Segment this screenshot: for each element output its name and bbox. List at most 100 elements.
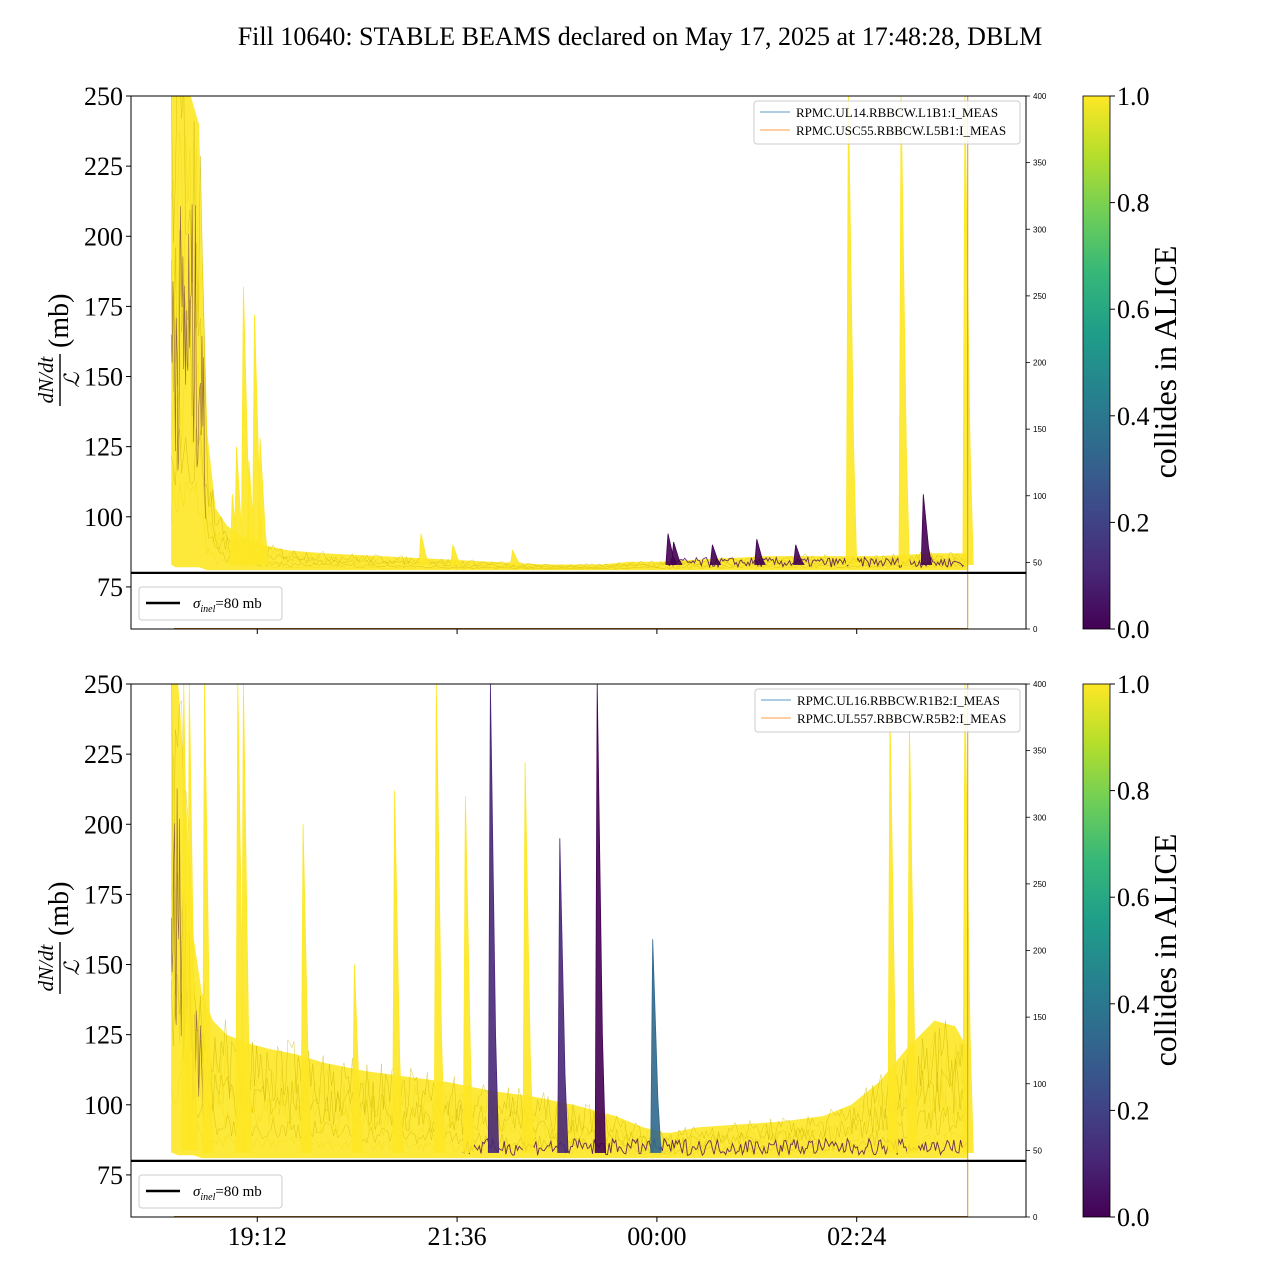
spike-mark bbox=[510, 549, 522, 565]
series-envelope-collides bbox=[171, 684, 968, 1159]
colorbar-tick-label: 0.4 bbox=[1117, 402, 1150, 431]
y-tick-label: 225 bbox=[84, 152, 123, 181]
colorbar-tick-label: 1.0 bbox=[1117, 82, 1150, 111]
series-trace-collides bbox=[170, 323, 967, 569]
ylabel-numerator: dN/dt bbox=[34, 944, 58, 992]
y2-tick-label: 50 bbox=[1033, 1146, 1042, 1155]
y2-tick-label: 350 bbox=[1033, 747, 1047, 756]
y-tick-label: 250 bbox=[84, 670, 123, 699]
y-tick-label: 100 bbox=[84, 503, 123, 532]
y-tick-label: 125 bbox=[84, 433, 123, 462]
panel-bottom: 75 100 125 150 175 200 225 250 0 50 100 150 200 250 3… bbox=[34, 670, 1183, 1251]
threshold-subscript: inel bbox=[200, 604, 215, 615]
series-trace-collides bbox=[170, 471, 967, 570]
x-tick-label: 02:24 bbox=[827, 1222, 886, 1251]
spike-mark bbox=[300, 824, 312, 1153]
y2-tick-label: 300 bbox=[1033, 813, 1047, 822]
x-tick-label: 19:12 bbox=[228, 1222, 287, 1251]
y-ticks-bottom: 75 100 125 150 175 200 225 250 bbox=[84, 670, 131, 1190]
series-band-non-colliding bbox=[462, 1137, 968, 1157]
y-tick-label: 75 bbox=[97, 573, 123, 602]
ylabel-unit: (mb) bbox=[44, 294, 75, 348]
ylabel-denominator: ℒ bbox=[60, 960, 84, 976]
y-axis-label-bottom: dN/dt ℒ (mb) bbox=[34, 882, 84, 994]
y-tick-label: 100 bbox=[84, 1091, 123, 1120]
spike-mark bbox=[557, 838, 569, 1153]
y2-tick-label: 150 bbox=[1033, 425, 1047, 434]
threshold-legend-label: σinel=80 mb bbox=[193, 1184, 262, 1203]
legend-entry-1: RPMC.UL16.RBBCW.R1B2:I_MEAS bbox=[797, 693, 1000, 708]
spike-mark bbox=[594, 684, 607, 1153]
y2-tick-label: 0 bbox=[1033, 625, 1038, 634]
colorbar-bottom: 0.0 0.2 0.4 0.6 0.8 1.0 collides in ALICE bbox=[1082, 670, 1183, 1232]
colorbar-label-bottom: collides in ALICE bbox=[1147, 834, 1183, 1067]
y2-tick-label: 300 bbox=[1033, 225, 1047, 234]
colorbar-tick-label: 0.8 bbox=[1117, 189, 1150, 218]
colorbar-tick-label: 1.0 bbox=[1117, 670, 1150, 699]
spike-mark bbox=[462, 796, 475, 1153]
colorbar-tick-label: 0.2 bbox=[1117, 508, 1150, 537]
series-band-non-colliding bbox=[667, 555, 967, 569]
threshold-sigma: σ bbox=[193, 1184, 201, 1200]
y2-tick-label: 250 bbox=[1033, 292, 1047, 301]
colorbar-top: 0.0 0.2 0.4 0.6 0.8 1.0 collides in ALICE bbox=[1082, 82, 1183, 644]
chart-title: Fill 10640: STABLE BEAMS declared on May… bbox=[238, 22, 1043, 51]
y2-tick-label: 100 bbox=[1033, 492, 1047, 501]
panel-top: 75 100 125 150 175 200 225 250 0 50 100 150 200 250 3… bbox=[34, 82, 1183, 644]
colorbar-tick-label: 0.0 bbox=[1117, 1203, 1150, 1232]
y-tick-label: 175 bbox=[84, 880, 123, 909]
y-tick-label: 150 bbox=[84, 363, 123, 392]
colorbar-gradient-top bbox=[1082, 95, 1111, 630]
colorbar-tick-label: 0.6 bbox=[1117, 883, 1150, 912]
spike-mark bbox=[709, 544, 722, 565]
spike-mark bbox=[898, 96, 910, 565]
y2-ticks-top: 0 50 100 150 200 250 300 350 400 bbox=[1026, 92, 1047, 634]
ylabel-denominator: ℒ bbox=[60, 372, 84, 388]
y-tick-label: 175 bbox=[84, 292, 123, 321]
y2-tick-label: 350 bbox=[1033, 159, 1047, 168]
y-tick-label: 75 bbox=[97, 1161, 123, 1190]
y2-tick-label: 50 bbox=[1033, 558, 1042, 567]
threshold-value: =80 mb bbox=[215, 596, 261, 612]
ylabel-numerator: dN/dt bbox=[34, 356, 58, 404]
colorbar-tick-label: 0.4 bbox=[1117, 990, 1150, 1019]
legend-frame-top bbox=[753, 100, 1021, 145]
y2-ticks-bottom: 0 50 100 150 200 250 300 350 400 bbox=[1026, 680, 1047, 1222]
y-tick-label: 150 bbox=[84, 951, 123, 980]
y2-tick-label: 400 bbox=[1033, 680, 1047, 689]
threshold-sigma: σ bbox=[193, 596, 201, 612]
legend-top: RPMC.UL14.RBBCW.L1B1:I_MEAS RPMC.USC55.R… bbox=[753, 100, 1021, 145]
legend-entry-2: RPMC.USC55.RBBCW.L5B1:I_MEAS bbox=[796, 123, 1006, 138]
threshold-legend-frame-bottom bbox=[138, 1174, 283, 1209]
spike-mark bbox=[671, 541, 683, 565]
threshold-legend-frame-top bbox=[138, 586, 283, 621]
spike-mark bbox=[906, 723, 919, 1153]
colorbar-tick-label: 0.0 bbox=[1117, 615, 1150, 644]
y-axis-label-top: dN/dt ℒ (mb) bbox=[34, 294, 84, 406]
colorbar-tick-label: 0.8 bbox=[1117, 777, 1150, 806]
spike-mark bbox=[351, 964, 364, 1153]
colorbar-gradient-bottom bbox=[1082, 683, 1111, 1218]
spike-mark bbox=[920, 494, 933, 565]
spike-mark bbox=[418, 533, 430, 565]
spike-mark bbox=[433, 684, 446, 1153]
colorbar-tick-label: 0.6 bbox=[1117, 295, 1150, 324]
x-ticks-top bbox=[256, 629, 858, 634]
spike-mark bbox=[845, 96, 858, 565]
spike-mark bbox=[186, 684, 199, 1151]
spike-mark bbox=[793, 544, 805, 565]
y2-tick-label: 200 bbox=[1033, 947, 1047, 956]
colorbar-ticks-bottom: 0.0 0.2 0.4 0.6 0.8 1.0 bbox=[1110, 670, 1150, 1232]
legend-entry-1: RPMC.UL14.RBBCW.L1B1:I_MEAS bbox=[796, 105, 998, 120]
y-ticks-top: 75 100 125 150 175 200 225 250 bbox=[84, 82, 131, 602]
legend-entry-2: RPMC.UL557.RBBCW.R5B2:I_MEAS bbox=[797, 711, 1006, 726]
y-tick-label: 200 bbox=[84, 222, 123, 251]
spike-mark bbox=[202, 684, 214, 1153]
y2-tick-label: 100 bbox=[1033, 1080, 1047, 1089]
ylabel-unit: (mb) bbox=[44, 882, 75, 936]
y-tick-label: 125 bbox=[84, 1021, 123, 1050]
plot-area-top bbox=[131, 96, 1026, 629]
y-tick-label: 250 bbox=[84, 82, 123, 111]
threshold-subscript: inel bbox=[200, 1192, 215, 1203]
spike-mark bbox=[392, 790, 404, 1153]
